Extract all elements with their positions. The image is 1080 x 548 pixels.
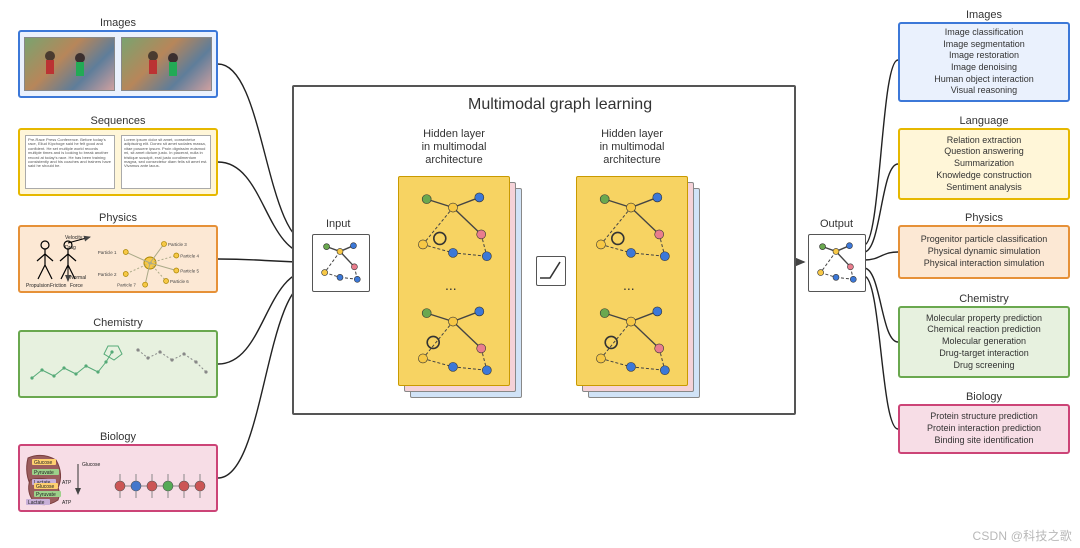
svg-text:Particle 3: Particle 3 (168, 242, 187, 247)
task-item: Image segmentation (934, 39, 1034, 51)
svg-text:Force: Force (70, 283, 83, 289)
task-item: Image classification (934, 27, 1034, 39)
input-panel-label-sequences: Sequences (86, 115, 149, 127)
seq-box-a: Pre-Race Press Conference. Before today'… (25, 135, 115, 189)
out-language-list: Relation extractionQuestion answeringSum… (934, 131, 1034, 197)
image-thumb-1 (121, 37, 212, 91)
task-item: Progenitor particle classification (921, 234, 1048, 246)
task-item: Protein interaction prediction (927, 423, 1041, 435)
task-item: Sentiment analysis (936, 182, 1032, 194)
svg-text:Drag: Drag (65, 245, 76, 251)
svg-text:Glucose: Glucose (82, 462, 101, 468)
svg-text:...: ... (623, 277, 635, 293)
svg-text:Particle 6: Particle 6 (170, 279, 189, 284)
svg-text:Lactate: Lactate (28, 500, 45, 506)
task-item: Knowledge construction (936, 170, 1032, 182)
task-item: Human object interaction (934, 74, 1034, 86)
svg-text:Pyruvate: Pyruvate (36, 492, 56, 498)
task-item: Protein structure prediction (927, 411, 1041, 423)
task-item: Summarization (936, 158, 1032, 170)
svg-text:Propulsion: Propulsion (26, 283, 50, 289)
task-item: Physical interaction simulation (921, 258, 1048, 270)
out-biology-list: Protein structure predictionProtein inte… (925, 407, 1043, 450)
input-label: Input (326, 218, 350, 230)
task-item: Relation extraction (936, 135, 1032, 147)
out-biology: BiologyProtein structure predictionProte… (898, 404, 1070, 454)
svg-text:Particle 5: Particle 5 (180, 269, 199, 274)
svg-text:Pyruvate: Pyruvate (34, 470, 54, 476)
out-physics: PhysicsProgenitor particle classificatio… (898, 225, 1070, 279)
out-language-label: Language (956, 115, 1013, 127)
svg-text:Normal: Normal (70, 275, 86, 281)
out-images-list: Image classificationImage segmentationIm… (932, 23, 1036, 101)
out-chemistry-label: Chemistry (955, 293, 1013, 305)
out-biology-label: Biology (962, 391, 1006, 403)
input-panel-label-biology: Biology (96, 431, 140, 443)
seq-box-b: Lorem ipsum dolor sit amet, consectetur … (121, 135, 211, 189)
svg-text:Particle 1: Particle 1 (98, 250, 117, 255)
seq-row: Pre-Race Press Conference. Before today'… (20, 130, 216, 194)
out-chemistry-list: Molecular property predictionChemical re… (924, 309, 1044, 375)
task-item: Molecular property prediction (926, 313, 1042, 325)
svg-text:Particle 7: Particle 7 (117, 283, 136, 288)
svg-text:Glucose: Glucose (36, 484, 55, 490)
svg-text:...: ... (445, 277, 457, 293)
input-panel-physics: PhysicsVelocityDragPropulsionFrictionNor… (18, 225, 218, 293)
out-images: ImagesImage classificationImage segmenta… (898, 22, 1070, 102)
task-item: Physical dynamic simulation (921, 246, 1048, 258)
out-chemistry: ChemistryMolecular property predictionCh… (898, 306, 1070, 378)
task-item: Molecular generation (926, 336, 1042, 348)
hidden-label-stack2: Hidden layerin multimodalarchitecture (582, 128, 682, 168)
input-panel-biology: BiologyGlucosePyruvateLactateATPGlucoseP… (18, 444, 218, 512)
output-label: Output (820, 218, 853, 230)
svg-text:Particle 4: Particle 4 (180, 253, 199, 258)
task-item: Visual reasoning (934, 85, 1034, 97)
task-item: Image restoration (934, 50, 1034, 62)
svg-text:Glucose: Glucose (34, 460, 53, 466)
image-thumb-0 (24, 37, 115, 91)
svg-text:Particle 2: Particle 2 (98, 272, 117, 277)
input-panel-label-chemistry: Chemistry (89, 317, 147, 329)
input-panel-sequences: SequencesPre-Race Press Conference. Befo… (18, 128, 218, 196)
svg-text:ATP: ATP (62, 480, 72, 486)
task-item: Chemical reaction prediction (926, 324, 1042, 336)
svg-text:Friction: Friction (50, 283, 67, 289)
out-physics-label: Physics (961, 212, 1007, 224)
svg-text:ATP: ATP (62, 500, 72, 506)
hidden-label-stack1: Hidden layerin multimodalarchitecture (404, 128, 504, 168)
task-item: Question answering (936, 146, 1032, 158)
input-panel-label-physics: Physics (95, 212, 141, 224)
out-language: LanguageRelation extractionQuestion answ… (898, 128, 1070, 200)
watermark: CSDN @科技之歌 (972, 527, 1072, 544)
main-title: Multimodal graph learning (468, 96, 652, 114)
task-item: Binding site identification (927, 435, 1041, 447)
input-panel-label-images: Images (96, 17, 140, 29)
images-row (20, 32, 216, 96)
out-physics-list: Progenitor particle classificationPhysic… (919, 230, 1050, 273)
task-item: Drug screening (926, 360, 1042, 372)
task-item: Drug-target interaction (926, 348, 1042, 360)
task-item: Image denoising (934, 62, 1034, 74)
out-images-label: Images (962, 9, 1006, 21)
input-panel-images: Images (18, 30, 218, 98)
input-panel-chemistry: Chemistry (18, 330, 218, 398)
